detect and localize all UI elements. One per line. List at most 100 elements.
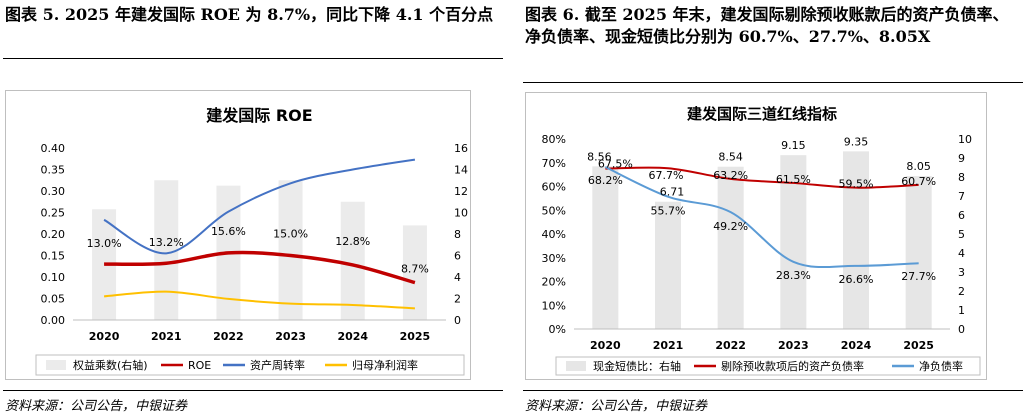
x-tick-label: 2025 xyxy=(903,339,934,352)
y-right-tick-label: 16 xyxy=(454,142,468,155)
chart-title: 建发国际 ROE xyxy=(206,106,312,125)
y-right-tick-label: 8 xyxy=(454,228,461,241)
y-left-tick-label: 80% xyxy=(542,133,566,146)
y-left-tick-label: 0.15 xyxy=(41,250,66,263)
data-label: 61.5% xyxy=(776,173,811,186)
y-right-tick-label: 0 xyxy=(454,314,461,327)
data-label: 9.15 xyxy=(781,139,806,152)
legend-box xyxy=(555,356,981,376)
y-left-tick-label: 40% xyxy=(542,228,566,241)
chart-frame: 建发国际三道红线指标 0% 10% 20% 30% 40% 50% 60% 70% 80% 0 1 2 3… xyxy=(525,92,987,380)
y-right-tick-label: 0 xyxy=(958,323,965,336)
y-right-tick-label: 6 xyxy=(958,209,965,222)
data-label: 8.7% xyxy=(401,263,429,276)
legend-entry: 资产周转率 xyxy=(250,358,305,372)
figure-panel-red-lines: 图表 6. 截至 2025 年末，建发国际剔除预收账款后的资产负债率、净负债率、… xyxy=(523,0,1023,416)
bar xyxy=(278,180,303,320)
source-note: 资料来源：公司公告，中银证券 xyxy=(525,399,708,414)
bar xyxy=(717,166,744,329)
data-label: 59.5% xyxy=(839,178,874,191)
y-right-tick-label: 2 xyxy=(958,285,965,298)
bar xyxy=(402,225,427,320)
source-note: 资料来源：公司公告，中银证券 xyxy=(5,399,188,414)
x-tick-label: 2024 xyxy=(841,339,872,352)
data-label: 55.7% xyxy=(651,205,686,218)
y-left-tick-label: 0.00 xyxy=(41,314,66,327)
legend-swatch xyxy=(46,360,66,370)
data-label: 6.71 xyxy=(660,186,685,199)
red-lines-chart: 建发国际三道红线指标 0% 10% 20% 30% 40% 50% 60% 70% 80% 0 1 2 3… xyxy=(542,105,981,376)
y-left-tick-label: 20% xyxy=(542,276,566,289)
y-right-tick-label: 5 xyxy=(958,228,965,241)
x-tick-label: 2025 xyxy=(400,330,431,343)
legend-entry: 净负债率 xyxy=(919,359,963,373)
legend-entry: ROE xyxy=(188,359,211,372)
data-label: 67.5% xyxy=(598,158,633,171)
x-tick-label: 2020 xyxy=(89,330,120,343)
roe-chart: 建发国际 ROE 0.00 0.05 0.10 0.15 0.20 0.25 0.30 0.35… xyxy=(35,106,468,376)
heading-divider xyxy=(3,58,503,59)
data-label: 63.2% xyxy=(713,169,748,182)
data-label: 60.7% xyxy=(901,175,936,188)
data-label: 15.6% xyxy=(211,225,246,238)
data-label: 49.2% xyxy=(713,220,748,233)
y-left-tick-label: 0.35 xyxy=(41,164,66,177)
series-line xyxy=(604,166,919,269)
y-right-tick-label: 9 xyxy=(958,152,965,165)
y-left-tick-label: 0.40 xyxy=(41,142,66,155)
bar xyxy=(843,151,869,329)
data-label: 27.7% xyxy=(901,270,936,283)
x-tick-label: 2020 xyxy=(590,339,621,352)
legend-entry: 归母净利润率 xyxy=(352,358,418,372)
bar xyxy=(655,201,681,329)
series-line xyxy=(103,158,416,255)
y-right-tick-label: 8 xyxy=(958,171,965,184)
y-left-tick-label: 0.20 xyxy=(41,228,66,241)
bar xyxy=(154,180,179,320)
data-label: 9.35 xyxy=(844,135,869,148)
figure-heading: 图表 5. 2025 年建发国际 ROE 为 8.7%，同比下降 4.1 个百分… xyxy=(5,5,494,24)
x-tick-label: 2022 xyxy=(213,330,244,343)
y-left-tick-label: 30% xyxy=(542,252,566,265)
y-right-tick-label: 12 xyxy=(454,185,468,198)
bar xyxy=(340,201,365,320)
y-right-tick-label: 10 xyxy=(454,207,468,220)
y-right-tick-label: 10 xyxy=(958,133,972,146)
data-label: 26.6% xyxy=(839,273,874,286)
legend-entry: 现金短债比：右轴 xyxy=(593,359,681,373)
bar xyxy=(905,176,932,329)
data-label: 8.56 xyxy=(587,150,612,163)
y-right-tick-label: 2 xyxy=(454,293,461,306)
series-line xyxy=(104,290,415,310)
y-right-tick-label: 6 xyxy=(454,250,461,263)
legend-box xyxy=(35,354,465,376)
data-label: 67.7% xyxy=(649,169,684,182)
y-left-tick-label: 0.30 xyxy=(41,185,66,198)
data-label: 12.8% xyxy=(335,235,370,248)
x-tick-label: 2024 xyxy=(337,330,368,343)
figure-panel-roe: 图表 5. 2025 年建发国际 ROE 为 8.7%，同比下降 4.1 个百分… xyxy=(3,0,503,416)
data-label: 15.0% xyxy=(273,228,308,241)
source-divider xyxy=(523,390,1023,391)
data-label: 8.05 xyxy=(906,160,931,173)
y-left-tick-label: 10% xyxy=(542,299,566,312)
data-label: 68.2% xyxy=(588,174,623,187)
chart-title: 建发国际三道红线指标 xyxy=(687,105,837,123)
y-right-tick-label: 14 xyxy=(454,164,468,177)
y-left-tick-label: 0% xyxy=(549,323,566,336)
y-left-tick-label: 0.10 xyxy=(41,271,66,284)
y-right-tick-label: 1 xyxy=(958,304,965,317)
y-right-tick-label: 4 xyxy=(958,247,965,260)
y-left-tick-label: 0.25 xyxy=(41,207,66,220)
figure-heading: 图表 6. 截至 2025 年末，建发国际剔除预收账款后的资产负债率、净负债率、… xyxy=(525,5,1009,46)
data-label: 8.54 xyxy=(718,151,743,164)
y-right-tick-label: 3 xyxy=(958,266,965,279)
series-line xyxy=(605,166,919,189)
legend-swatch xyxy=(566,361,586,371)
bar xyxy=(592,166,619,329)
y-left-tick-label: 0.05 xyxy=(41,293,66,306)
x-tick-label: 2021 xyxy=(653,339,684,352)
y-right-tick-label: 4 xyxy=(454,271,461,284)
data-label: 13.0% xyxy=(87,237,122,250)
y-left-tick-label: 70% xyxy=(542,157,566,170)
